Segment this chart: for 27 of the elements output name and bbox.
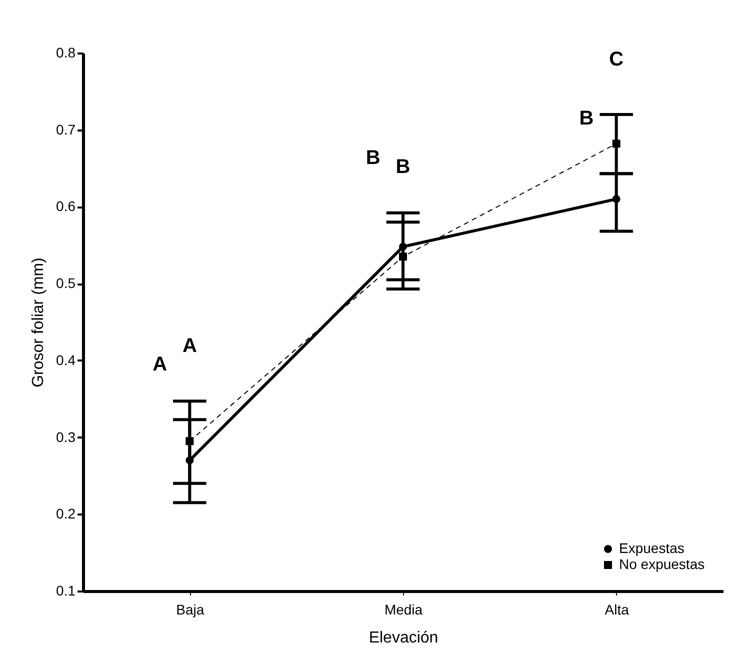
- y-tick-label: 0.5: [56, 275, 76, 292]
- annotation: A: [152, 354, 168, 376]
- y-tick-label: 0.7: [56, 121, 76, 138]
- point: [612, 195, 620, 204]
- annotation: B: [579, 108, 594, 130]
- y-tick-label: 0.2: [56, 506, 76, 522]
- y-tick-label: 0.3: [56, 428, 76, 445]
- point: [186, 456, 194, 464]
- x-tick-label: Alta: [604, 602, 630, 618]
- x-axis-title: Elevación: [368, 630, 438, 646]
- x-tick-label: Baja: [176, 602, 204, 618]
- legend-label: Expuestas: [619, 540, 684, 556]
- y-tick-label: 0.8: [56, 44, 76, 60]
- annotation: A: [182, 335, 197, 358]
- point: [399, 242, 407, 251]
- annotation: B: [366, 146, 380, 169]
- y-tick-label: 0.6: [56, 198, 76, 214]
- annotation: C: [609, 48, 624, 70]
- y-axis-title: Grosor foliar (mm): [30, 258, 48, 388]
- legend-label: No expuestas: [619, 556, 705, 572]
- y-tick-label: 0.1: [56, 582, 76, 598]
- point: [186, 437, 194, 446]
- annotation: B: [396, 156, 410, 178]
- point: [612, 140, 620, 148]
- point: [399, 252, 407, 261]
- x-tick-label: Media: [384, 602, 423, 618]
- y-tick-label: 0.4: [56, 352, 76, 368]
